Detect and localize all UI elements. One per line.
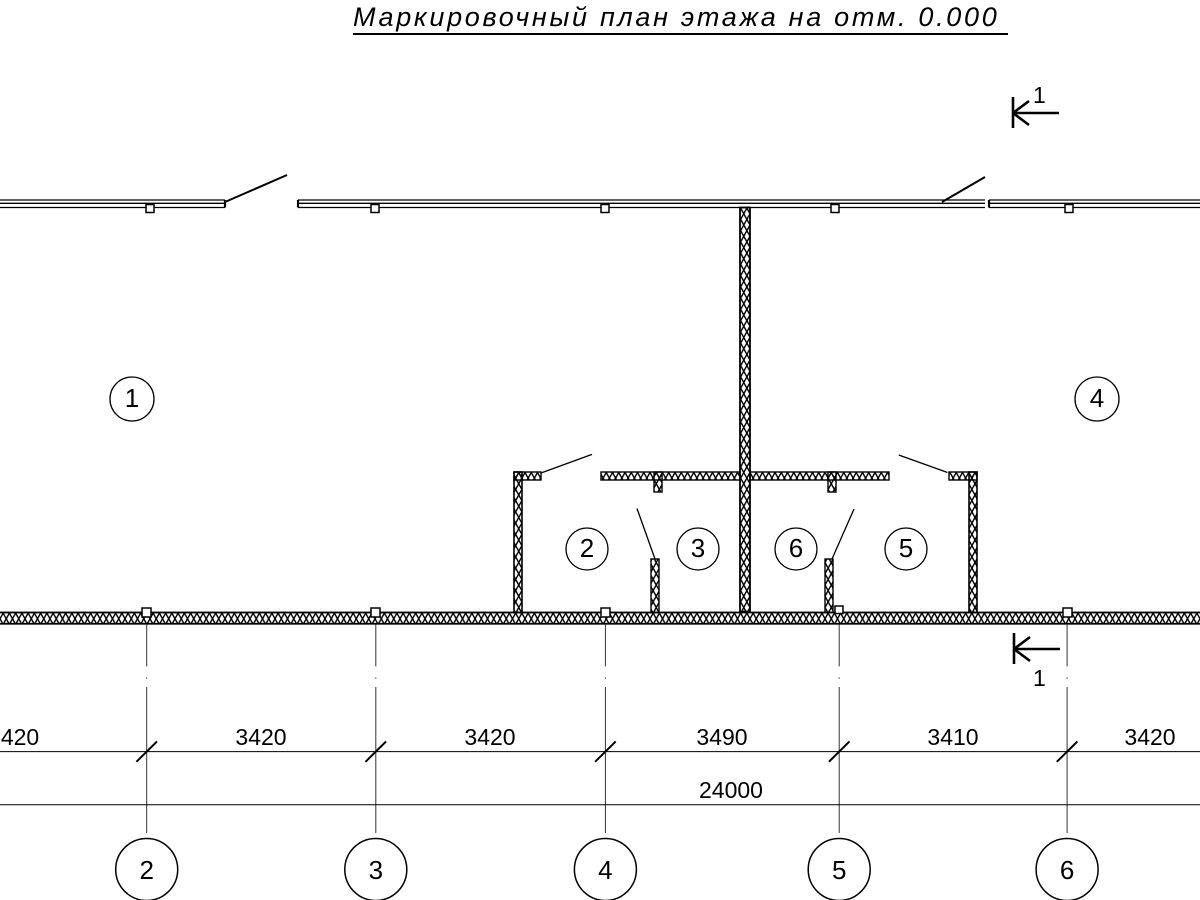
svg-text:3: 3: [369, 855, 383, 885]
svg-text:5: 5: [899, 533, 913, 563]
svg-text:3420: 3420: [235, 724, 286, 750]
svg-text:6: 6: [789, 533, 803, 563]
svg-text:24000: 24000: [699, 777, 763, 803]
svg-text:6: 6: [1060, 855, 1074, 885]
svg-text:2: 2: [580, 533, 594, 563]
svg-text:1: 1: [1033, 665, 1046, 691]
svg-text:3: 3: [691, 533, 705, 563]
svg-text:1: 1: [125, 383, 139, 413]
svg-text:Маркировочный план этажа на от: Маркировочный план этажа на отм. 0.000: [353, 2, 999, 32]
svg-text:1: 1: [1033, 82, 1046, 108]
svg-text:420: 420: [1, 724, 39, 750]
svg-text:2: 2: [139, 855, 153, 885]
svg-text:4: 4: [1090, 383, 1104, 413]
svg-text:5: 5: [832, 855, 846, 885]
svg-text:3420: 3420: [1124, 724, 1175, 750]
svg-text:3490: 3490: [696, 724, 747, 750]
svg-text:4: 4: [598, 855, 612, 885]
svg-text:3410: 3410: [927, 724, 978, 750]
svg-text:3420: 3420: [464, 724, 515, 750]
